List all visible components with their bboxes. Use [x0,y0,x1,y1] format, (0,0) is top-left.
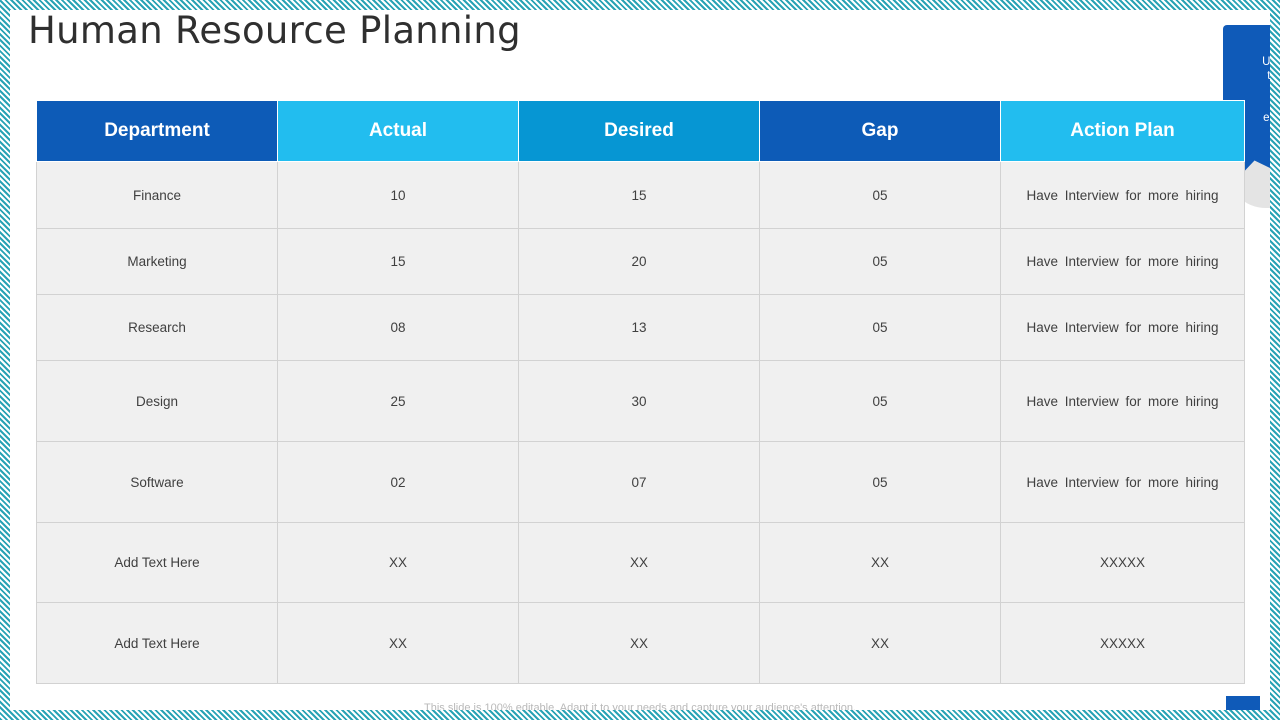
cell-actual: XX [277,522,519,603]
callout-text: Use the this sl hur requ eadcou [1226,55,1270,125]
table-row: Finance 10 15 05 Have Interview for more… [36,161,1245,229]
header-actual: Actual [277,100,519,162]
table-row: Marketing 15 20 05 Have Interview for mo… [36,228,1245,295]
cell-gap: 05 [759,360,1001,442]
cell-department: Research [36,294,278,361]
cell-actual: 08 [277,294,519,361]
callout-line: eadcou [1263,112,1270,124]
table-header-row: Department Actual Desired Gap Action Pla… [36,100,1245,162]
cell-gap: XX [759,602,1001,684]
cell-action-plan: Have Interview for more hiring [1000,360,1245,442]
header-action-plan: Action Plan [1000,100,1245,162]
cell-actual: 15 [277,228,519,295]
footer-note: This slide is 100% editable. Adapt it to… [424,702,856,710]
cell-gap: 05 [759,294,1001,361]
cell-department: Finance [36,161,278,229]
cell-department: Add Text Here [36,522,278,603]
cell-desired: XX [518,602,760,684]
cell-gap: 05 [759,441,1001,523]
cell-action-plan: XXXXX [1000,602,1245,684]
corner-accent [1226,696,1260,710]
cell-desired: 15 [518,161,760,229]
cell-gap: XX [759,522,1001,603]
cell-desired: 30 [518,360,760,442]
cell-desired: XX [518,522,760,603]
cell-actual: 02 [277,441,519,523]
table-row: Add Text Here XX XX XX XXXXX [36,522,1245,603]
callout-line: hur [1226,83,1270,97]
page-title: Human Resource Planning [28,10,521,52]
cell-gap: 05 [759,228,1001,295]
cell-action-plan: Have Interview for more hiring [1000,294,1245,361]
cell-gap: 05 [759,161,1001,229]
header-desired: Desired [518,100,760,162]
table-row: Add Text Here XX XX XX XXXXX [36,602,1245,684]
cell-desired: 20 [518,228,760,295]
cell-desired: 13 [518,294,760,361]
header-gap: Gap [759,100,1001,162]
cell-department: Software [36,441,278,523]
cell-action-plan: Have Interview for more hiring [1000,161,1245,229]
cell-department: Design [36,360,278,442]
callout-line: Use the [1262,56,1270,68]
callout-line: this sl [1267,70,1270,82]
table-row: Software 02 07 05 Have Interview for mor… [36,441,1245,523]
cell-actual: 25 [277,360,519,442]
cell-department: Add Text Here [36,602,278,684]
header-department: Department [36,100,278,162]
cell-desired: 07 [518,441,760,523]
cell-action-plan: XXXXX [1000,522,1245,603]
cell-department: Marketing [36,228,278,295]
cell-actual: 10 [277,161,519,229]
table-row: Research 08 13 05 Have Interview for mor… [36,294,1245,361]
table-row: Design 25 30 05 Have Interview for more … [36,360,1245,442]
slide: Human Resource Planning Use the this sl … [10,10,1270,710]
hr-planning-table: Department Actual Desired Gap Action Pla… [36,100,1245,684]
cell-action-plan: Have Interview for more hiring [1000,228,1245,295]
cell-actual: XX [277,602,519,684]
cell-action-plan: Have Interview for more hiring [1000,441,1245,523]
